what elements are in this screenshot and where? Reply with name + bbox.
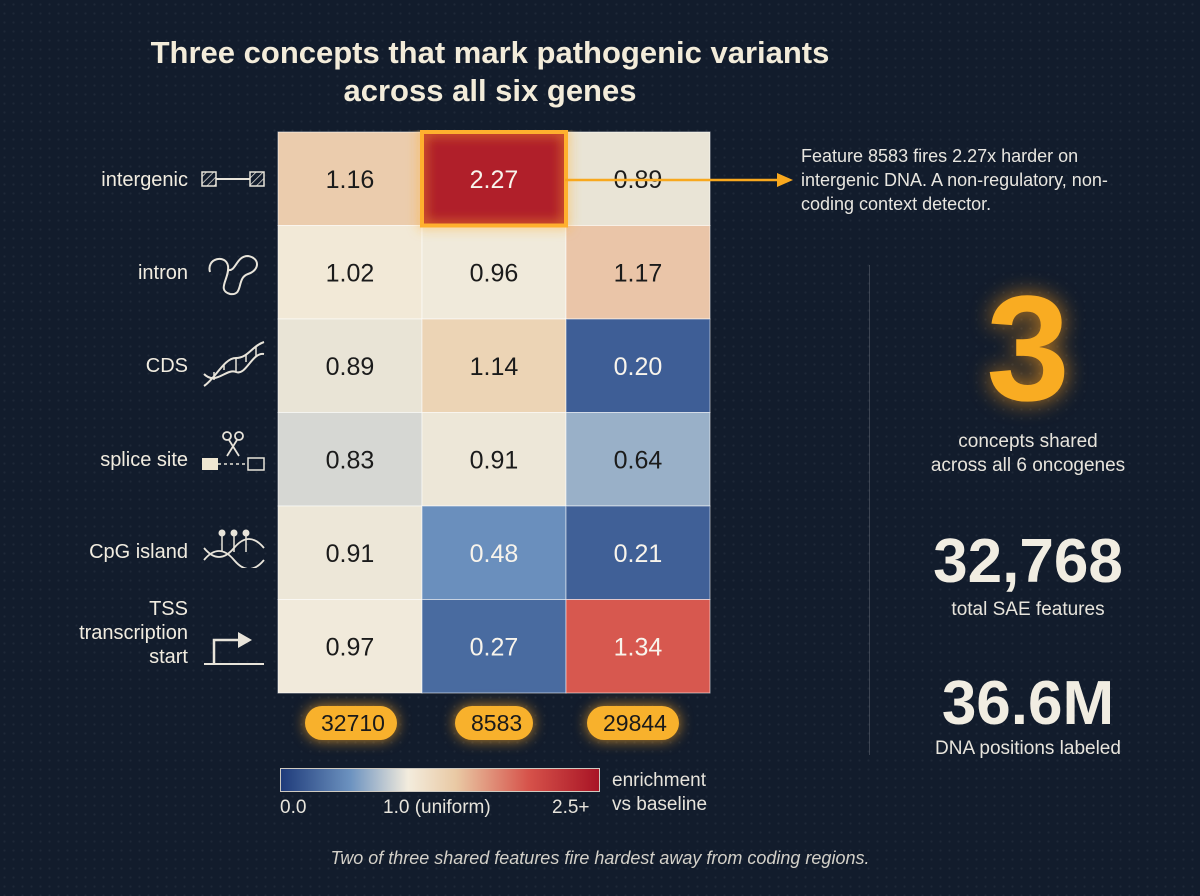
intron-loop-icon [208,254,258,296]
heatmap-cell-r4-c2 [565,505,711,600]
row-label-tss: TSS transcription start [79,598,188,668]
heatmap-value-r5-c1: 0.27 [470,633,519,661]
row-label-intron: intron [137,262,188,284]
heatmap-cell-r3-c0 [277,412,423,507]
heatmap-value-r4-c2: 0.21 [614,540,663,568]
heatmap-grid: 1.16 2.27 0.891.02 0.96 1.170.89 1.14 0.200.83… [277,130,711,694]
heatmap-cell-r3-c2 [565,412,711,507]
heatmap-value-r0-c1: 2.27 [470,166,519,194]
heatmap-cell-r5-c0 [277,599,423,694]
row-label-splice-site: splice site [100,449,188,471]
chart-title: Three concepts that mark pathogenic vari… [150,35,830,108]
heatmap-cell-r1-c2 [565,225,711,320]
heatmap-value-r2-c1: 1.14 [470,353,519,381]
heatmap-cell-r4-c1 [421,505,567,600]
color-scale-bar [280,768,600,792]
heatmap-value-r0-c0: 1.16 [326,166,375,194]
heatmap-cell-r4-c0 [277,505,423,600]
row-label-intergenic: intergenic [101,169,188,191]
heatmap-value-r4-c1: 0.48 [470,540,519,568]
heatmap-value-r2-c2: 0.20 [614,353,663,381]
stat-shared-concepts-value: 3 [986,264,1070,432]
heatmap-cell-r0-c0 [277,131,423,226]
legend-max-label: 2.5+ [552,797,590,818]
heatmap-value-r3-c1: 0.91 [470,446,519,474]
legend-title: enrichment vs baseline [612,770,708,815]
heatmap-cell-r2-c0 [277,318,423,413]
heatmap-value-r3-c2: 0.64 [614,446,663,474]
row-label-cpg-island: CpG island [89,541,188,563]
feature-id-8583: 8583 [455,706,533,740]
heatmap-value-r3-c0: 0.83 [326,446,375,474]
scissors-splice-icon [202,431,265,471]
heatmap-cell-r1-c0 [277,225,423,320]
heatmap-cell-r5-c2 [565,599,711,694]
stat-dna-positions-value: 36.6M [941,669,1115,738]
intergenic-icon [201,171,265,187]
heatmap-value-r5-c2: 1.34 [614,633,663,661]
stat-total-features-label: total SAE features [951,599,1105,620]
legend-min-label: 0.0 [280,797,307,818]
heatmap-cell-r1-c1 [421,225,567,320]
panel-divider [869,265,870,755]
heatmap-cell-r3-c1 [421,412,567,507]
dna-helix-icon [203,341,265,387]
heatmap-cell-r2-c2 [565,318,711,413]
stat-total-features-value: 32,768 [933,527,1123,596]
row-label-cds: CDS [145,355,188,377]
heatmap-value-r1-c0: 1.02 [326,259,375,287]
heatmap-value-r1-c1: 0.96 [470,259,519,287]
legend-mid-label: 1.0 (uniform) [383,797,491,818]
stat-dna-positions-label: DNA positions labeled [935,738,1121,759]
feature-id-32710: 32710 [305,706,397,740]
heatmap-value-r2-c0: 0.89 [326,353,375,381]
heatmap-value-r1-c2: 1.17 [614,259,663,287]
stat-shared-concepts-label: concepts shared across all 6 oncogenes [930,431,1126,476]
feature-id-29844: 29844 [587,706,679,740]
methylated-dna-icon [203,529,265,568]
tss-arrow-icon [204,632,264,665]
footnote: Two of three shared features fire hardes… [330,848,870,868]
heatmap-cell-r0-c1 [421,131,567,226]
heatmap-cell-r2-c1 [421,318,567,413]
callout-arrow [565,173,793,187]
heatmap-value-r5-c0: 0.97 [326,633,375,661]
callout-text: Feature 8583 fires 2.27x harder on inter… [801,146,1108,214]
heatmap-value-r4-c0: 0.91 [326,540,375,568]
